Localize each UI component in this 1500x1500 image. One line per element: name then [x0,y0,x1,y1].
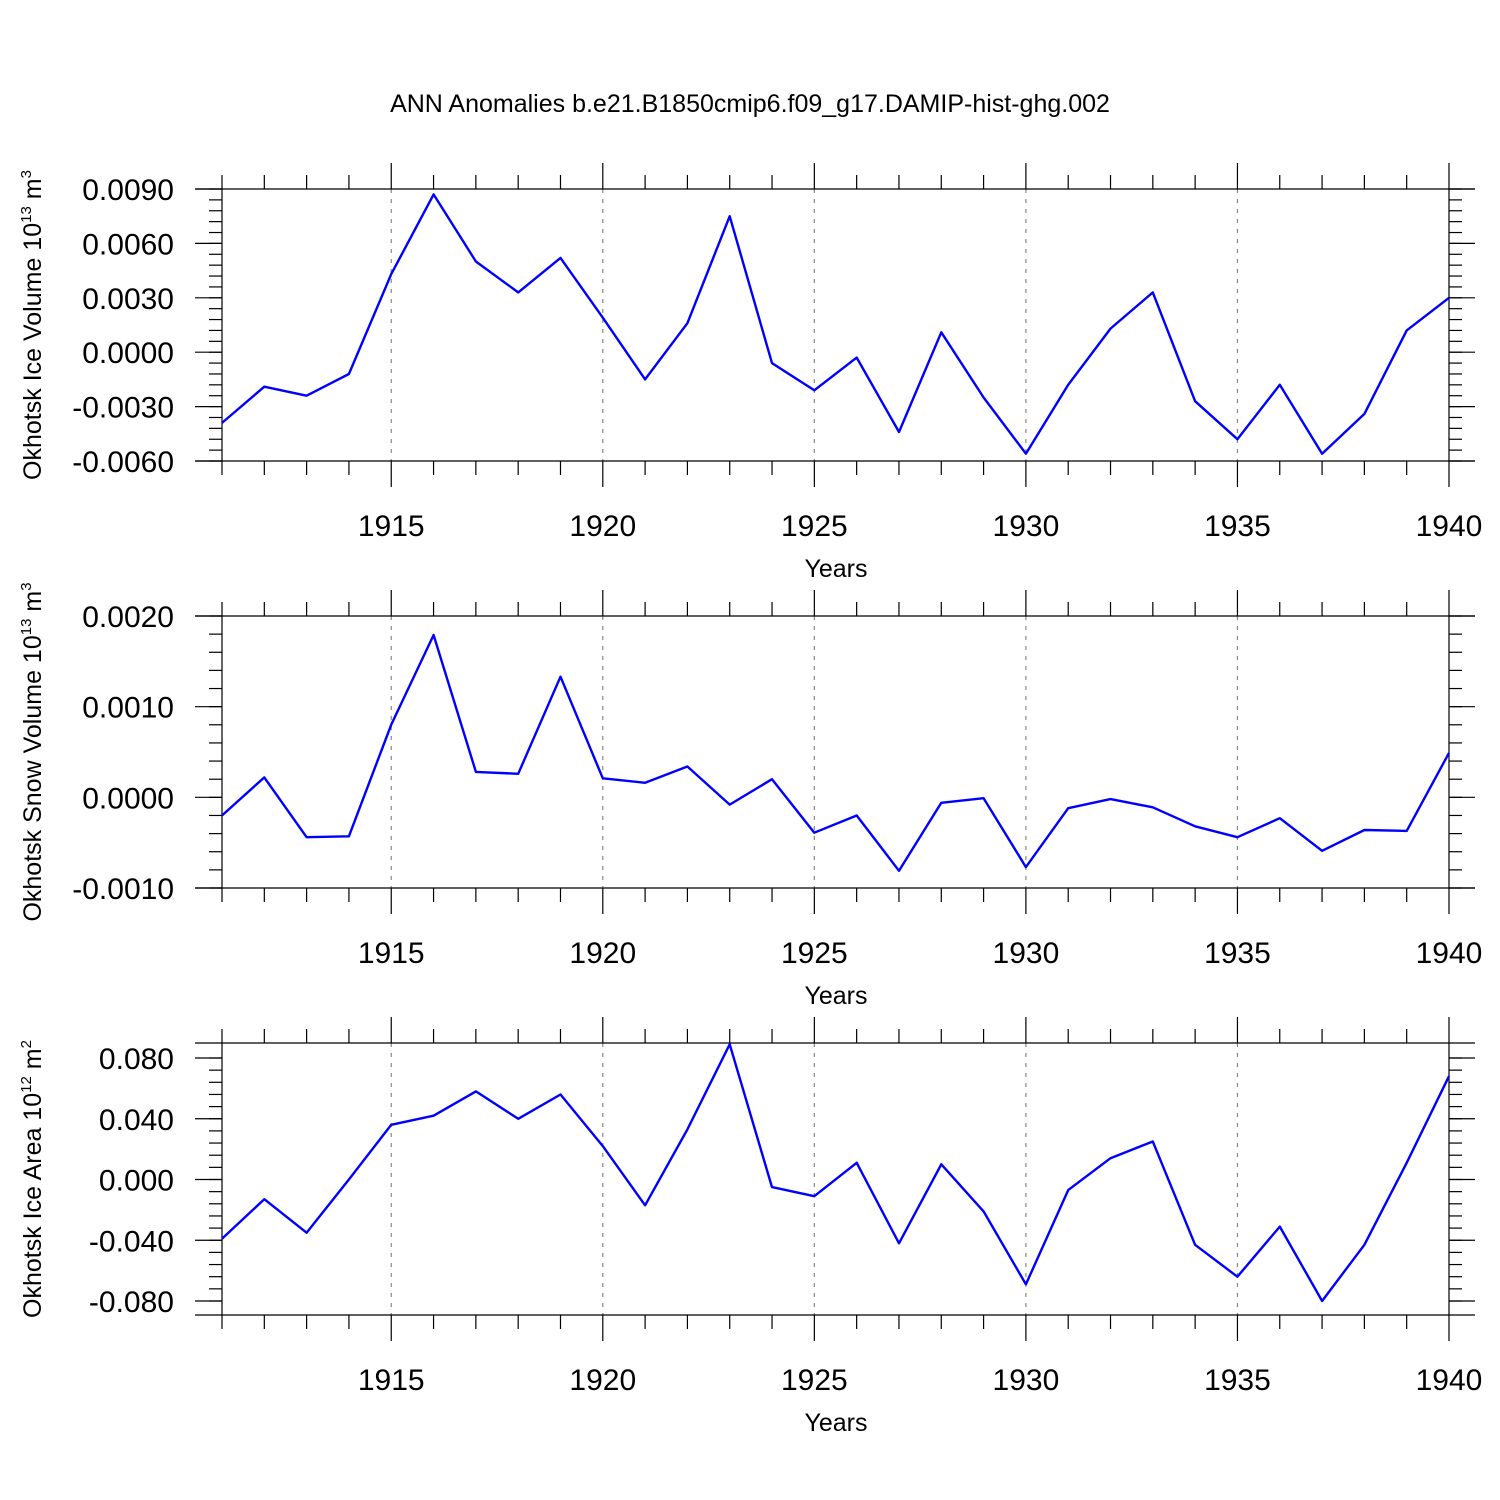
x-axis-title: Years [804,555,867,583]
figure-title: ANN Anomalies b.e21.B1850cmip6.f09_g17.D… [390,90,1110,118]
x-tick-label: 1935 [1204,1364,1271,1397]
y-tick-label: 0.0030 [82,283,174,316]
x-tick-label: 1925 [781,937,848,970]
y-axis-title-unit: m [19,1048,47,1076]
x-tick-label: 1940 [1416,937,1483,970]
chart-panel-1: 1915 1920 1925 1930 1935 1940 Years 0.0090 0.006… [18,163,1482,583]
y-tick-label: 0.000 [99,1165,174,1198]
y-axis-title: Okhotsk Ice Area 1012 m2 [18,1040,47,1318]
x-tick-label: 1915 [358,1364,425,1397]
y-tick-label: 0.0000 [82,782,174,815]
y-axis-title-unit-exponent: 2 [18,1040,35,1048]
y-axis-title-main: Okhotsk Snow Volume 10 [19,635,47,921]
y-tick-label: -0.0030 [72,392,174,425]
x-tick-label: 1915 [358,510,425,543]
x-tick-label: 1920 [569,1364,636,1397]
x-tick-label: 1940 [1416,1364,1483,1397]
x-tick-label: 1930 [993,510,1060,543]
y-tick-label: 0.040 [99,1104,174,1137]
y-tick-label: 0.0090 [82,174,174,207]
y-axis-title-unit-exponent: 3 [18,170,35,178]
x-tick-label: 1920 [569,510,636,543]
x-tick-label: 1935 [1204,510,1271,543]
y-tick-label: 0.0060 [82,228,174,261]
panels-container: 1915 1920 1925 1930 1935 1940 Years 0.0090 0.006… [18,163,1482,1437]
chart-panel-2: 1915 1920 1925 1930 1935 1940 Years 0.0020 0.001… [18,582,1482,1010]
y-axis-title-main: Okhotsk Ice Area 10 [19,1093,47,1318]
y-tick-label: -0.0060 [72,446,174,479]
series-line [221,1043,1451,1303]
x-tick-label: 1920 [569,937,636,970]
y-tick-label: 0.0000 [82,337,174,370]
x-tick-label: 1925 [781,510,848,543]
x-tick-label: 1940 [1416,510,1483,543]
y-tick-label: 0.080 [99,1043,174,1076]
y-tick-label: -0.080 [89,1286,174,1319]
x-tick-label: 1930 [993,1364,1060,1397]
x-tick-label: 1935 [1204,937,1271,970]
series-line [221,633,1451,872]
y-axis-title-exponent: 13 [18,619,35,636]
y-axis-title-unit-exponent: 3 [18,582,35,590]
x-axis-title: Years [804,982,867,1010]
y-axis-title-exponent: 13 [18,206,35,223]
y-axis-title-unit: m [19,178,47,206]
series-line [221,193,1450,455]
y-axis-title-exponent: 12 [18,1076,35,1093]
y-axis-title: Okhotsk Ice Volume 1013 m3 [18,170,47,480]
y-axis-title-unit: m [19,591,47,619]
y-tick-label: -0.0010 [72,873,174,906]
x-tick-label: 1930 [993,937,1060,970]
y-tick-label: 0.0020 [82,601,174,634]
y-axis-title-main: Okhotsk Ice Volume 10 [19,223,47,480]
y-axis-title: Okhotsk Snow Volume 1013 m3 [18,582,47,921]
y-tick-label: 0.0010 [82,692,174,725]
x-axis-title: Years [804,1409,867,1437]
x-tick-label: 1925 [781,1364,848,1397]
x-tick-label: 1915 [358,937,425,970]
chart-panel-3: 1915 1920 1925 1930 1935 1940 Years 0.080 0.040 0… [18,1017,1482,1437]
y-tick-label: -0.040 [89,1225,174,1258]
